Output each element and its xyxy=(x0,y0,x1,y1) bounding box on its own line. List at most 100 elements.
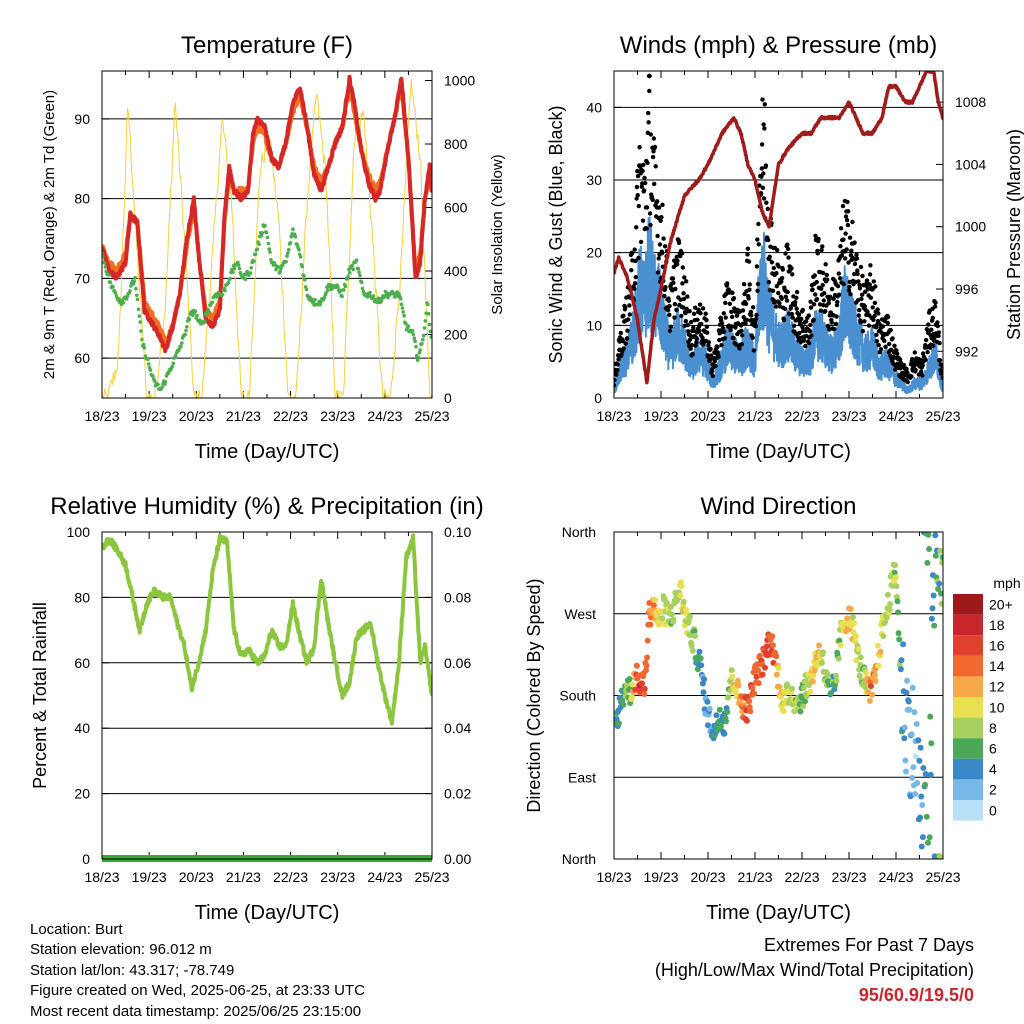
dewpoint-point xyxy=(429,335,432,339)
dewpoint-point xyxy=(248,271,253,275)
relative-humidity-line xyxy=(102,533,432,726)
gust-point xyxy=(644,226,649,231)
dewpoint-point xyxy=(411,332,416,337)
gust-point xyxy=(663,285,668,290)
direction-point xyxy=(853,657,860,664)
gust-point xyxy=(831,296,836,301)
direction-point xyxy=(677,592,684,599)
figure-created: Figure created on Wed, 2025-06-25, at 23… xyxy=(30,982,365,1000)
gust-point xyxy=(859,296,864,302)
sonic-wind-line xyxy=(614,216,943,395)
dewpoint-point xyxy=(284,259,288,264)
direction-point xyxy=(893,593,900,600)
gust-point xyxy=(783,294,788,299)
y-tick-label: 40 xyxy=(586,99,602,115)
gust-point xyxy=(632,281,638,286)
direction-point xyxy=(706,705,713,712)
right-tick-label: 0.10 xyxy=(444,524,471,540)
gust-point xyxy=(809,333,814,338)
gust-point xyxy=(852,261,858,267)
right-tick-label: 400 xyxy=(444,263,468,279)
direction-point xyxy=(902,757,909,764)
gust-point xyxy=(866,323,872,328)
dewpoint-point xyxy=(286,251,290,255)
direction-point xyxy=(847,606,854,613)
dewpoint-point xyxy=(137,314,142,318)
gust-point xyxy=(808,299,813,304)
gust-point xyxy=(709,368,715,374)
gust-point xyxy=(661,236,666,241)
dewpoint-point xyxy=(325,288,330,293)
direction-point xyxy=(849,614,856,621)
y-tick-label: 20 xyxy=(586,245,602,261)
direction-point xyxy=(908,731,915,738)
direction-point xyxy=(894,598,901,605)
dewpoint-point xyxy=(220,293,225,297)
gust-point xyxy=(729,309,734,314)
dewpoint-point xyxy=(297,247,301,252)
gust-point xyxy=(761,122,766,127)
gust-point xyxy=(715,344,720,350)
gust-point xyxy=(743,301,749,306)
gust-point xyxy=(746,296,751,301)
x-tick-label: 18/23 xyxy=(596,408,631,424)
gust-point xyxy=(697,328,702,333)
legend-label: 12 xyxy=(989,679,1005,695)
direction-series xyxy=(614,532,943,859)
gust-point xyxy=(704,324,710,329)
temperature-panel: Temperature (F) Time (Day/UTC) 18/23 19/23 2… xyxy=(41,32,506,463)
gust-point xyxy=(623,341,628,346)
gust-point xyxy=(653,164,658,169)
gust-point xyxy=(633,275,638,280)
plot-area xyxy=(614,532,943,859)
x-axis-label: Time (Day/UTC) xyxy=(195,441,340,463)
direction-point xyxy=(747,708,754,715)
direction-point xyxy=(818,659,825,666)
dewpoint-point xyxy=(179,344,183,349)
direction-point xyxy=(746,698,753,705)
direction-point xyxy=(734,677,741,684)
gust-point xyxy=(864,278,870,283)
gust-point xyxy=(856,313,861,318)
gust-point xyxy=(810,287,815,292)
dewpoint-point xyxy=(267,247,272,251)
dewpoint-point xyxy=(259,233,264,238)
direction-point xyxy=(862,684,869,691)
plot-area xyxy=(102,533,432,862)
gust-point xyxy=(808,305,814,310)
gust-point xyxy=(923,357,928,363)
gust-point xyxy=(771,265,776,271)
dewpoint-point xyxy=(152,379,157,383)
gust-point xyxy=(667,312,672,317)
gust-point xyxy=(634,225,639,230)
gust-point xyxy=(905,379,910,385)
direction-point xyxy=(918,793,925,800)
gust-point xyxy=(688,319,694,325)
gust-point xyxy=(656,205,662,210)
gust-point xyxy=(868,295,873,300)
direction-point xyxy=(641,685,648,692)
gust-point xyxy=(696,307,701,312)
dewpoint-point xyxy=(230,270,235,275)
gust-point xyxy=(885,314,891,320)
dewpoint-point xyxy=(146,357,150,362)
dewpoint-point xyxy=(340,294,344,299)
gust-point xyxy=(880,324,885,329)
gust-point xyxy=(838,244,843,249)
dewpoint-point xyxy=(386,295,390,300)
direction-point xyxy=(909,774,916,781)
gust-point xyxy=(683,318,688,324)
direction-point xyxy=(680,598,687,605)
gust-point xyxy=(755,237,760,242)
gust-point xyxy=(740,308,746,313)
dewpoint-point xyxy=(428,329,432,334)
direction-point xyxy=(931,622,938,629)
gust-point xyxy=(874,339,879,344)
gust-point xyxy=(784,298,790,303)
right-tick-label: 996 xyxy=(955,281,979,297)
gust-point xyxy=(719,321,725,326)
gust-point xyxy=(856,279,861,284)
gust-point xyxy=(800,307,805,313)
gust-point xyxy=(754,312,759,318)
gust-point xyxy=(614,377,617,383)
